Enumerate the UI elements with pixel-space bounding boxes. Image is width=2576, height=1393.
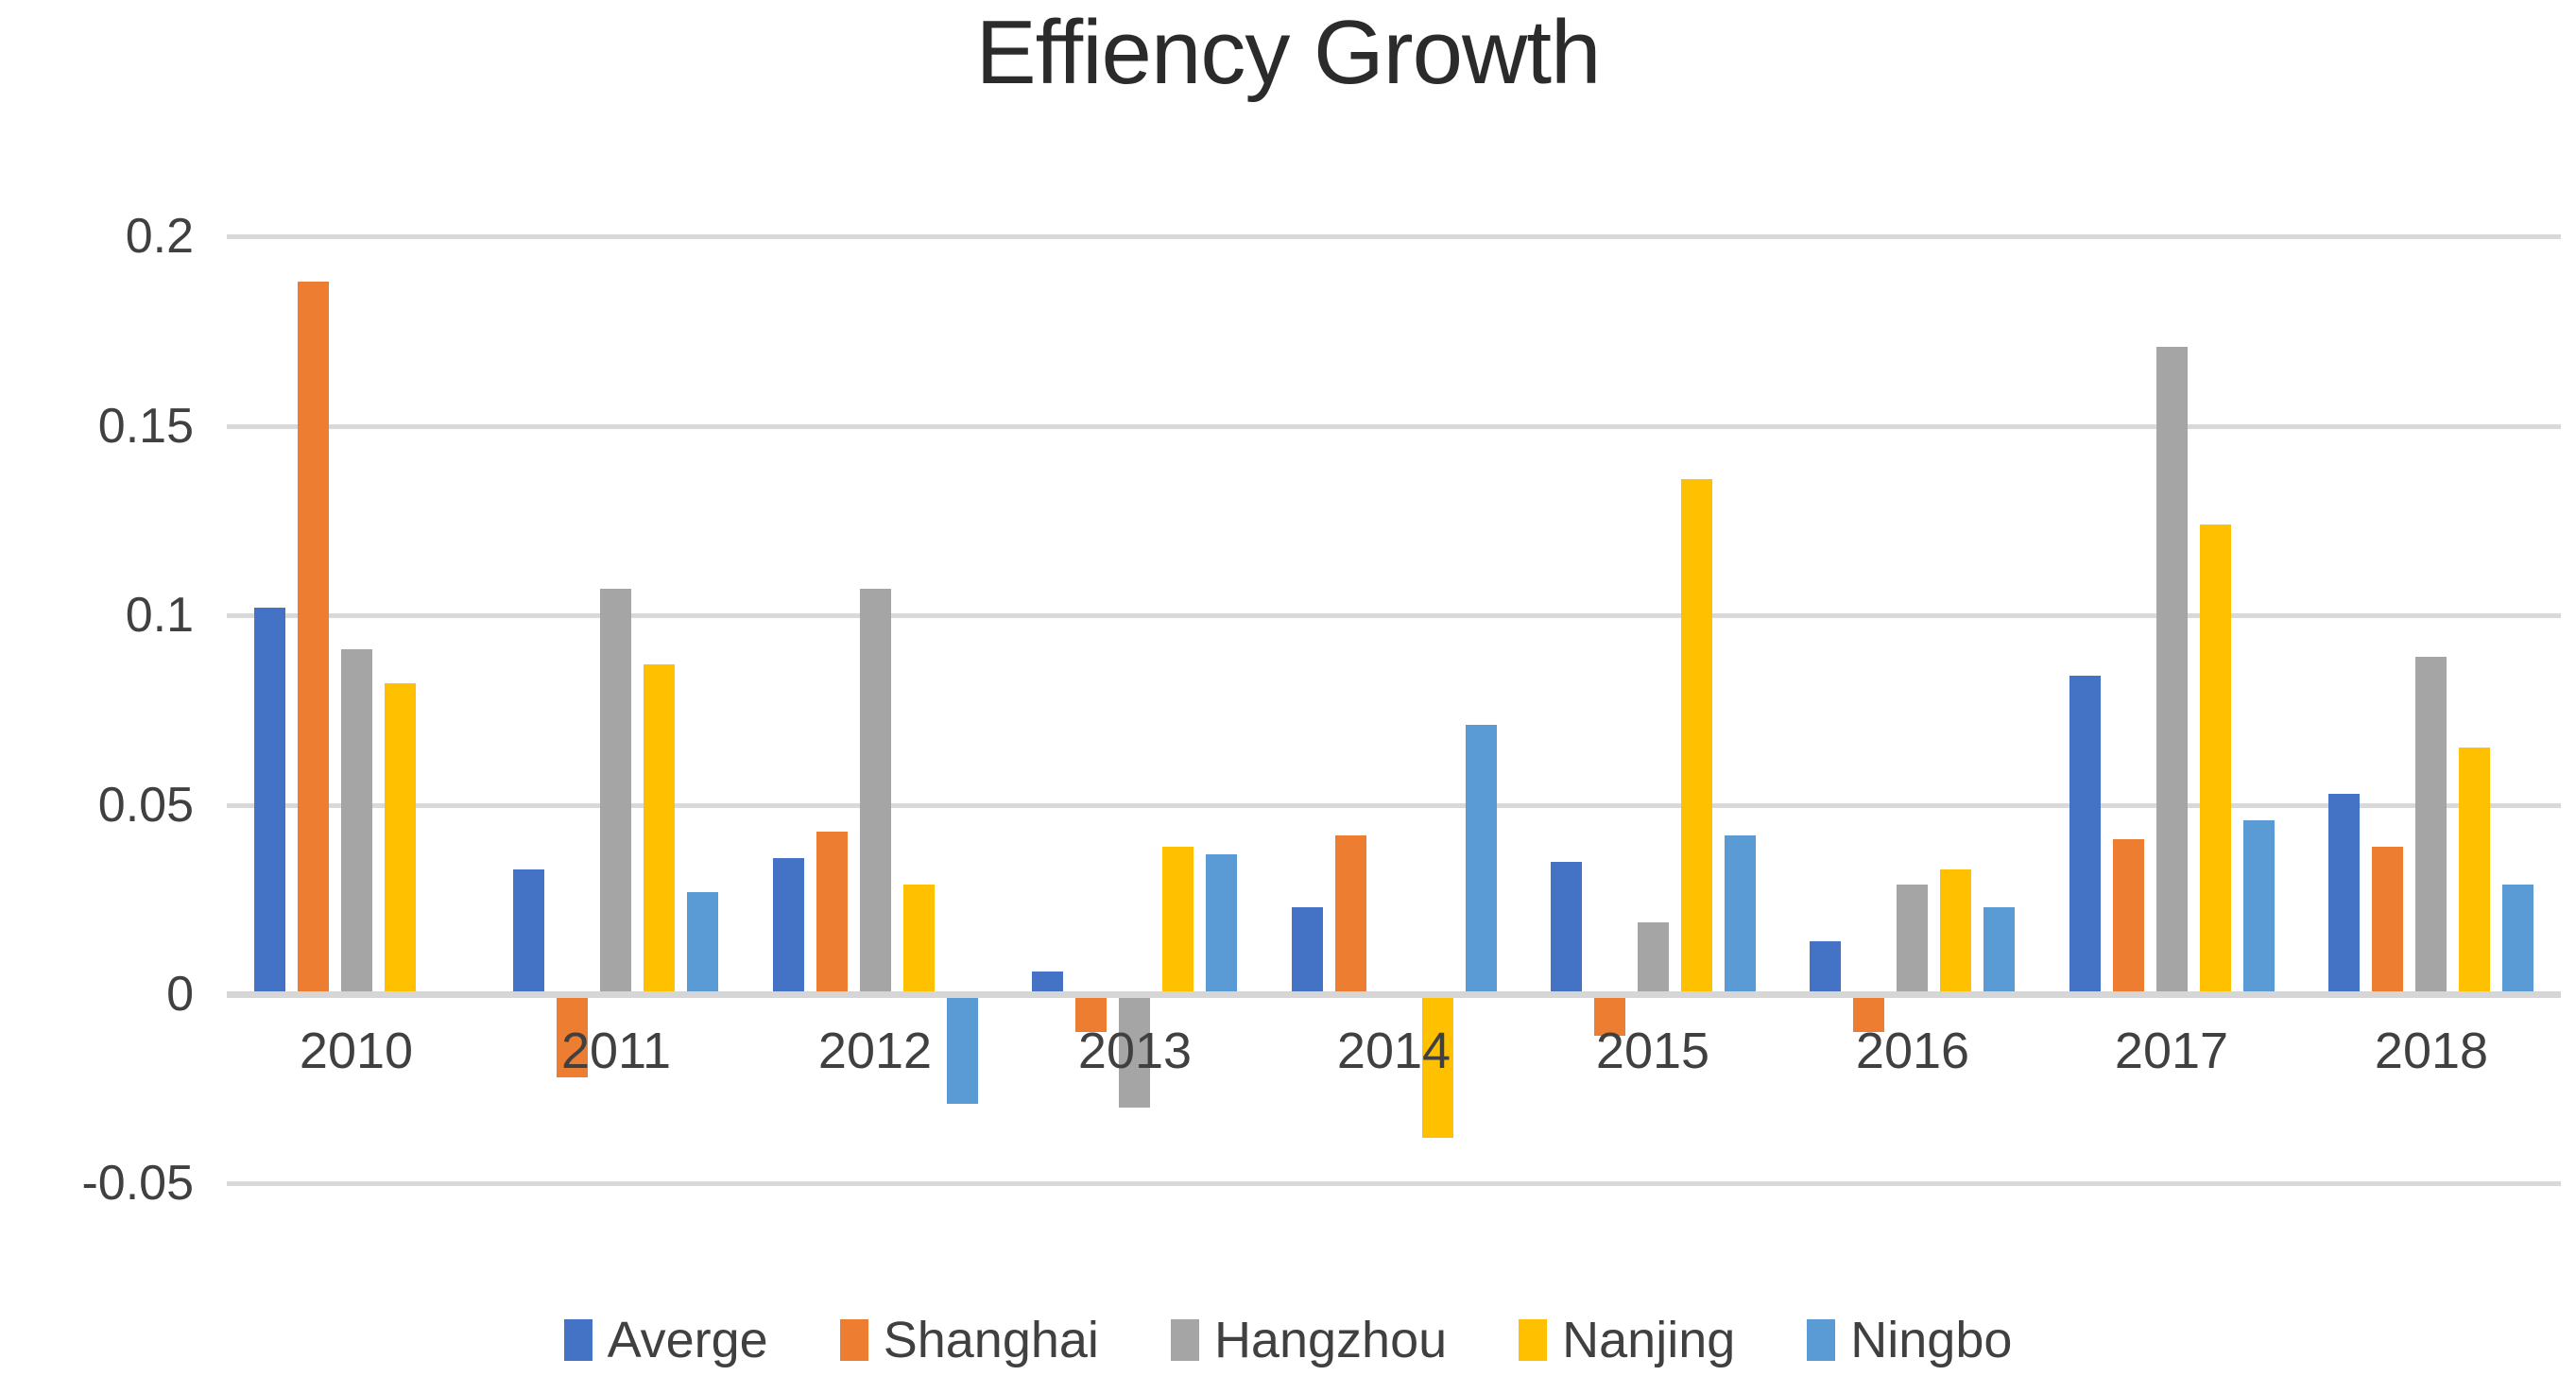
legend-swatch-icon (1519, 1319, 1548, 1361)
x-tick-label: 2011 (560, 1023, 672, 1079)
x-tick-label: 2018 (2374, 1023, 2489, 1079)
bar-averge-2010 (254, 608, 285, 994)
bar-ningbo-2014 (1466, 725, 1497, 994)
x-tick-label: 2010 (299, 1023, 414, 1079)
bar-hangzhou-2015 (1638, 922, 1669, 994)
x-tick-label: 2016 (1855, 1023, 1970, 1079)
legend-item-nanjing: Nanjing (1519, 1312, 1735, 1368)
y-tick-label: 0.15 (97, 398, 194, 454)
y-tick-label: 0.2 (125, 209, 194, 265)
bar-hangzhou-2017 (2156, 347, 2188, 994)
legend-label: Averge (607, 1312, 768, 1368)
legend-item-ningbo: Ningbo (1807, 1312, 2012, 1368)
bar-ningbo-2018 (2502, 885, 2533, 994)
gridline-zero (227, 991, 2561, 998)
chart-title: Effiency Growth (975, 2, 1602, 103)
gridline (227, 613, 2561, 619)
legend-label: Hangzhou (1213, 1312, 1448, 1368)
legend-label: Ningbo (1850, 1312, 2013, 1368)
bar-shanghai-2018 (2372, 847, 2403, 994)
bar-shanghai-2016 (1853, 994, 1884, 1032)
gridline (227, 423, 2561, 429)
bar-hangzhou-2011 (600, 589, 631, 994)
x-tick-label: 2014 (1336, 1023, 1451, 1079)
bar-nanjing-2011 (644, 664, 675, 994)
bar-hangzhou-2016 (1897, 885, 1928, 994)
legend-label: Nanjing (1562, 1312, 1736, 1368)
bar-averge-2018 (2328, 794, 2360, 994)
bar-hangzhou-2012 (860, 589, 891, 994)
bar-averge-2017 (2069, 676, 2101, 994)
x-tick-label: 2017 (2114, 1023, 2229, 1079)
bar-averge-2016 (1810, 941, 1841, 994)
bar-shanghai-2010 (298, 282, 329, 994)
gridline (227, 1181, 2561, 1187)
bar-nanjing-2018 (2459, 748, 2490, 994)
bar-nanjing-2010 (385, 683, 416, 994)
bar-shanghai-2011 (557, 994, 588, 1077)
y-tick-label: 0.1 (125, 588, 194, 644)
bar-hangzhou-2013 (1119, 994, 1150, 1108)
bar-hangzhou-2010 (341, 649, 372, 994)
bar-nanjing-2014 (1422, 994, 1453, 1138)
legend-swatch-icon (1807, 1319, 1836, 1361)
legend-item-averge: Averge (563, 1312, 768, 1368)
bar-ningbo-2012 (947, 994, 978, 1104)
legend-label: Shanghai (883, 1312, 1099, 1368)
bar-shanghai-2015 (1594, 994, 1625, 1036)
bar-nanjing-2015 (1681, 479, 1712, 994)
legend-swatch-icon (839, 1319, 868, 1361)
bar-ningbo-2016 (1984, 907, 2015, 994)
bar-nanjing-2012 (903, 885, 935, 994)
bar-ningbo-2017 (2243, 820, 2275, 994)
bar-shanghai-2012 (816, 832, 848, 994)
bar-nanjing-2013 (1162, 847, 1194, 994)
x-tick-label: 2012 (817, 1023, 933, 1079)
gridline (227, 234, 2561, 240)
y-tick-label: 0 (166, 967, 194, 1022)
bar-ningbo-2013 (1206, 854, 1237, 994)
bar-averge-2014 (1292, 907, 1323, 994)
bar-shanghai-2014 (1335, 835, 1366, 994)
legend: Averge Shanghai Hangzhou Nanjing Ningbo (0, 1312, 2576, 1368)
y-tick-label: 0.05 (97, 777, 194, 833)
bar-hangzhou-2018 (2415, 657, 2447, 994)
y-tick-label: -0.05 (81, 1156, 194, 1212)
x-tick-label: 2015 (1595, 1023, 1710, 1079)
bar-nanjing-2017 (2200, 525, 2231, 994)
x-tick-label: 2013 (1077, 1023, 1193, 1079)
bar-shanghai-2013 (1075, 994, 1107, 1032)
legend-swatch-icon (1170, 1319, 1199, 1361)
bar-averge-2012 (773, 858, 804, 994)
bar-ningbo-2015 (1725, 835, 1756, 994)
bar-averge-2013 (1032, 972, 1063, 994)
legend-item-hangzhou: Hangzhou (1170, 1312, 1448, 1368)
legend-swatch-icon (563, 1319, 592, 1361)
bar-nanjing-2016 (1940, 869, 1971, 994)
bar-averge-2011 (513, 869, 544, 994)
legend-item-shanghai: Shanghai (839, 1312, 1099, 1368)
bar-ningbo-2011 (687, 892, 718, 994)
bar-averge-2015 (1551, 862, 1582, 994)
bar-shanghai-2017 (2113, 839, 2144, 994)
gridline (227, 802, 2561, 808)
